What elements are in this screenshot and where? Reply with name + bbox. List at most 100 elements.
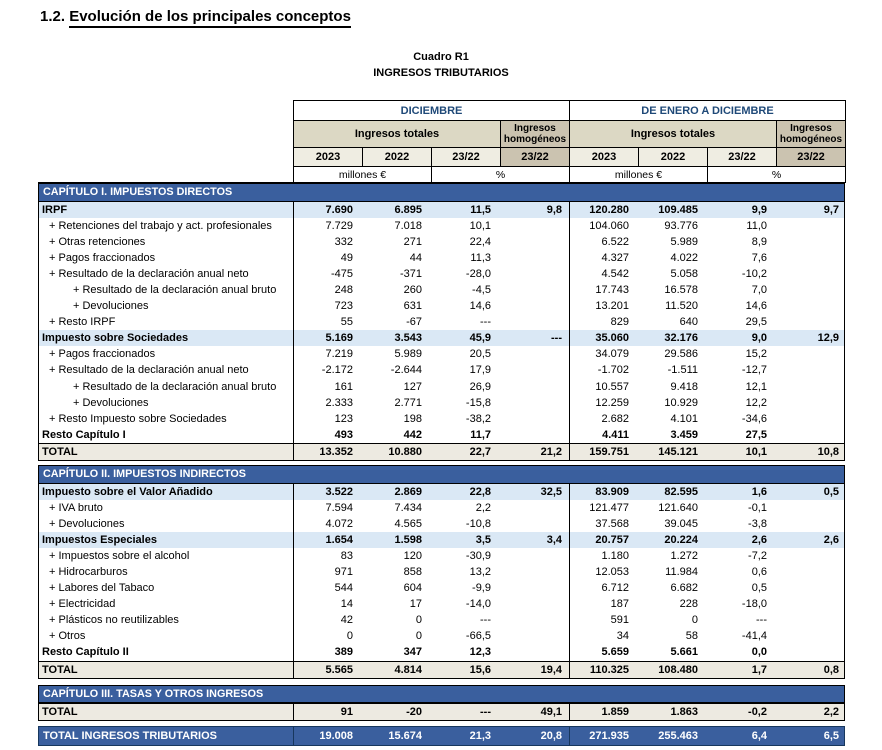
row-value: 20,5 [469,348,491,361]
row-value: -475 [330,267,353,280]
row-value: 127 [403,380,422,393]
row-label: TOTAL INGRESOS TRIBUTARIOS [39,727,294,746]
table-row: + Resto IRPF 55 -67 --- 829 640 29,5 [39,314,846,331]
row-value [501,346,570,363]
row-value: 20,8 [501,727,570,746]
row-value: 12.259 [595,396,629,409]
row-value: -0,2 [748,706,767,719]
row-value: 198 [403,412,422,425]
row-value: 0,0 [751,646,767,659]
row-value [777,644,846,660]
row-value: 3.543 [394,332,422,345]
page-title: 1.2. Evolución de los principales concep… [40,8,351,28]
row-value: 11.984 [665,565,698,578]
row-value: -20 [406,706,422,719]
row-value [777,314,846,330]
table-row: Resto Capítulo I 493 442 11,7 4.411 3.459 27,5 [39,426,846,443]
row-value [777,346,846,362]
row-value: 4.101 [670,412,698,425]
row-value: 1,7 [751,663,767,676]
row-value [777,411,846,427]
row-value: 7.434 [394,501,422,514]
table-row: TOTAL INGRESOS TRIBUTARIOS 19.008 15.674 21… [39,727,844,746]
row-value: 19,4 [501,661,570,678]
row-value: 19.008 [319,730,353,743]
table-section: CAPÍTULO III. TASAS Y OTROS INGRESOS TOTA… [38,684,845,722]
row-value: 29,5 [745,316,767,329]
row-value: 7.594 [325,501,353,514]
row-value: 0 [691,614,698,627]
row-value: 10,1 [745,445,767,458]
row-value: 3.459 [670,428,698,441]
table-row: + Electricidad 14 17 -14,0 187 228 -18,0 [39,596,844,613]
row-value [501,580,570,597]
row-value: 2.771 [394,396,422,409]
row-value: 9,7 [823,203,839,216]
row-value: 7.690 [325,203,353,216]
row-value [777,282,846,298]
row-value: 271 [403,235,422,248]
group-header-diciembre: DICIEMBRE [294,101,570,121]
row-value: -67 [406,316,422,329]
row-value: 5.565 [325,663,353,676]
row-label: + Resto Impuesto sobre Sociedades [39,410,294,427]
row-value: 26,9 [469,380,491,393]
row-value [777,298,846,314]
row-value: 11,7 [470,428,491,441]
table-row: TOTAL 13.352 10.880 22,7 21,2 159.751 145.121 1… [39,442,844,460]
row-value: 544 [334,582,353,595]
row-value: 11,5 [470,203,491,216]
row-value: 4.327 [601,251,629,264]
chapter-band: CAPÍTULO II. IMPUESTOS INDIRECTOS [39,466,844,484]
row-value: --- [501,330,570,347]
row-value [501,314,570,331]
row-label: + Resultado de la declaración anual neto [39,265,294,282]
row-value: 10.880 [388,445,422,458]
row-value: 332 [334,235,353,248]
row-value: 5.989 [670,235,698,248]
table-row: + Resultado de la declaración anual brut… [39,281,846,299]
row-value: 389 [334,646,353,659]
table-row: + IVA bruto 7.594 7.434 2,2 121.477 121.640 -0… [39,499,844,516]
row-label: + Otros [39,628,294,645]
homog-year-header: 23/22 [777,148,846,167]
row-value: 14 [340,598,353,611]
table-row: + Devoluciones 4.072 4.565 -10,8 37.568 39.04… [39,515,844,532]
row-value: 4.814 [394,663,422,676]
chapter-band-label: CAPÍTULO I. IMPUESTOS DIRECTOS [43,186,233,198]
row-value: 0,6 [751,565,767,578]
row-value: 14,6 [745,300,767,313]
year-header: 23/22 [432,148,501,167]
row-value: 6.895 [394,203,422,216]
row-value: 631 [403,300,422,313]
row-value: 12,3 [469,646,491,659]
row-value [501,233,570,250]
row-label: + Plásticos no reutilizables [39,612,294,629]
row-value: 1.859 [601,706,629,719]
row-value: 14,6 [469,300,491,313]
row-value: 7.729 [325,219,353,232]
table-section: CAPÍTULO II. IMPUESTOS INDIRECTOS Impuest… [38,465,845,679]
row-value: 248 [334,283,353,296]
row-value: -4,5 [472,283,491,296]
row-value: 13.201 [595,300,629,313]
row-value [777,395,846,411]
row-value: -2.644 [390,364,422,377]
row-label: Resto Capítulo II [39,644,294,661]
row-value: 8,9 [751,235,767,248]
row-value: 347 [403,646,422,659]
header-ingresos-totales-left: Ingresos totales [294,121,501,148]
row-value [777,427,846,443]
row-value: 6,4 [751,730,767,743]
row-value [501,628,570,645]
row-value: -14,0 [465,598,491,611]
row-value: -28,0 [465,267,491,280]
row-value: 9,0 [751,332,767,345]
row-value: 13,2 [469,565,491,578]
row-value: -10,8 [465,517,491,530]
row-value: 4.542 [601,267,629,280]
row-value: 121.640 [658,501,698,514]
row-value: 10.557 [595,380,629,393]
row-value: 11,0 [746,219,767,232]
table-row: + Otras retenciones 332 271 22,4 6.522 5.989 8… [39,233,844,250]
